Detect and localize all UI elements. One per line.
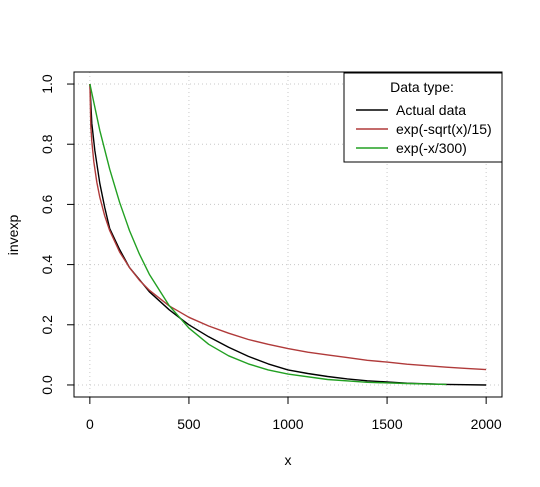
series-line-exp-sqrt	[89, 83, 487, 371]
y-axis-title: invexp	[5, 215, 21, 256]
x-tick-label-3: 1500	[371, 416, 402, 432]
legend-box	[343, 72, 503, 163]
series-line-actual-data	[89, 83, 487, 386]
y-tick-label-5: 1.0	[39, 74, 55, 94]
x-tick-label-2: 1000	[272, 416, 303, 432]
x-tick-label-1: 500	[177, 416, 201, 432]
x-tick-label-4: 2000	[471, 416, 502, 432]
legend-label-exp-sqrt: exp(-sqrt(x)/15)	[396, 121, 492, 137]
y-tick-label-0: 0.0	[39, 375, 55, 395]
x-tick-label-0: 0	[86, 416, 94, 432]
y-tick-label-3: 0.6	[39, 194, 55, 214]
legend-label-actual-data: Actual data	[396, 102, 466, 118]
legend: Data type: Actual data exp(-sqrt(x)/15) …	[343, 72, 503, 163]
legend-title: Data type:	[390, 79, 454, 95]
y-axis: 0.0 0.2 0.4 0.6 0.8 1.0	[39, 74, 75, 395]
series-line-exp-linear	[89, 83, 447, 386]
x-axis-title: x	[285, 452, 292, 468]
legend-label-exp-linear: exp(-x/300)	[396, 140, 467, 156]
y-tick-label-4: 0.8	[39, 134, 55, 154]
series-lines	[89, 83, 487, 386]
y-tick-label-2: 0.4	[39, 255, 55, 275]
x-axis: 0 500 1000 1500 2000	[86, 396, 502, 432]
y-tick-label-1: 0.2	[39, 315, 55, 335]
